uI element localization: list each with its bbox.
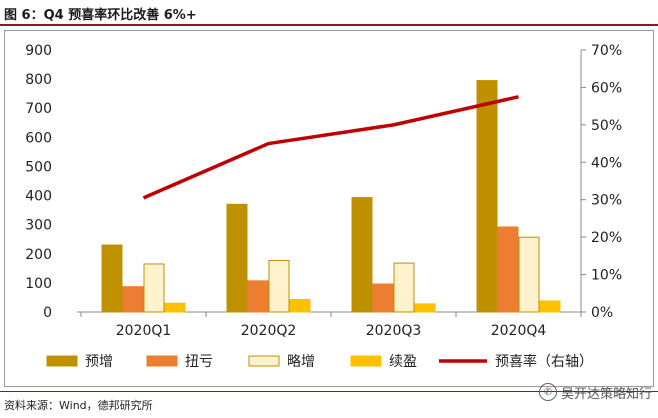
y-right-tick-label: 20%	[591, 230, 622, 246]
bottom-divider	[0, 391, 658, 392]
bar-4	[539, 300, 561, 313]
y-right-tick-label: 0%	[591, 305, 613, 321]
y-left-tick-label: 800	[25, 72, 52, 88]
x-tick-label: 2020Q4	[491, 323, 547, 339]
y-left-tick-label: 0	[43, 305, 52, 321]
bar-2	[122, 286, 144, 313]
bar-1	[351, 197, 373, 313]
y-left-tick-label: 500	[25, 159, 52, 175]
y-left-tick-label: 900	[25, 43, 52, 59]
y-left-tick-label: 300	[25, 218, 52, 234]
source-note: 资料来源：Wind，德邦研究所	[4, 399, 153, 412]
bar-2	[372, 283, 394, 313]
y-left-tick-label: 200	[25, 247, 52, 263]
watermark-text: 吴开达策略知行	[560, 386, 652, 402]
x-tick-label: 2020Q3	[366, 323, 422, 339]
y-right-tick-label: 50%	[591, 118, 622, 134]
bar-3	[518, 236, 540, 313]
y-left-tick-label: 700	[25, 101, 52, 117]
wechat-icon: ✆	[538, 383, 557, 401]
bar-3	[393, 262, 415, 313]
title-divider	[0, 24, 658, 26]
bar-2	[247, 280, 269, 313]
legend-label-5: 预喜率（右轴）	[495, 353, 593, 370]
bar-4	[289, 298, 311, 313]
legend-label-3: 略增	[287, 354, 315, 370]
watermark: ✆ 吴开达策略知行	[538, 380, 652, 404]
bar-2	[497, 226, 519, 313]
y-left-tick-label: 600	[25, 130, 52, 146]
bar-3	[268, 259, 290, 313]
chart-title: 图 6：Q4 预喜率环比改善 6%+	[4, 8, 197, 23]
legend-swatch-3	[248, 355, 280, 367]
bar-4	[414, 303, 436, 313]
y-left-tick-label: 400	[25, 189, 52, 205]
y-right-tick-label: 30%	[591, 193, 622, 209]
bar-1	[476, 80, 498, 313]
legend-swatch-2	[146, 355, 178, 367]
legend-label-2: 扭亏	[185, 354, 213, 370]
legend-label-4: 续盈	[389, 353, 417, 370]
bar-4	[164, 302, 186, 313]
legend-swatch-1	[46, 355, 78, 367]
line-series	[142, 95, 519, 200]
y-right-tick-label: 40%	[591, 155, 622, 171]
legend-label-1: 预增	[85, 354, 113, 370]
y-right-tick-label: 70%	[591, 43, 622, 59]
chart-canvas: 0 100 200 300 400 500 600 700 800 900 0% 10% 20% 30% 4…	[25, 43, 622, 370]
bar-3	[143, 263, 165, 313]
x-tick-label: 2020Q1	[116, 323, 172, 339]
chart-frame: 0 100 200 300 400 500 600 700 800 900 0% 10% 20% 30% 4…	[4, 30, 654, 387]
legend-swatch-4	[350, 355, 382, 367]
y-right-tick-label: 10%	[591, 268, 622, 284]
bar-1	[226, 203, 248, 313]
bar-1	[101, 244, 123, 313]
y-right-tick-label: 60%	[591, 80, 622, 96]
y-left-tick-label: 100	[25, 276, 52, 292]
x-tick-label: 2020Q2	[241, 323, 297, 339]
